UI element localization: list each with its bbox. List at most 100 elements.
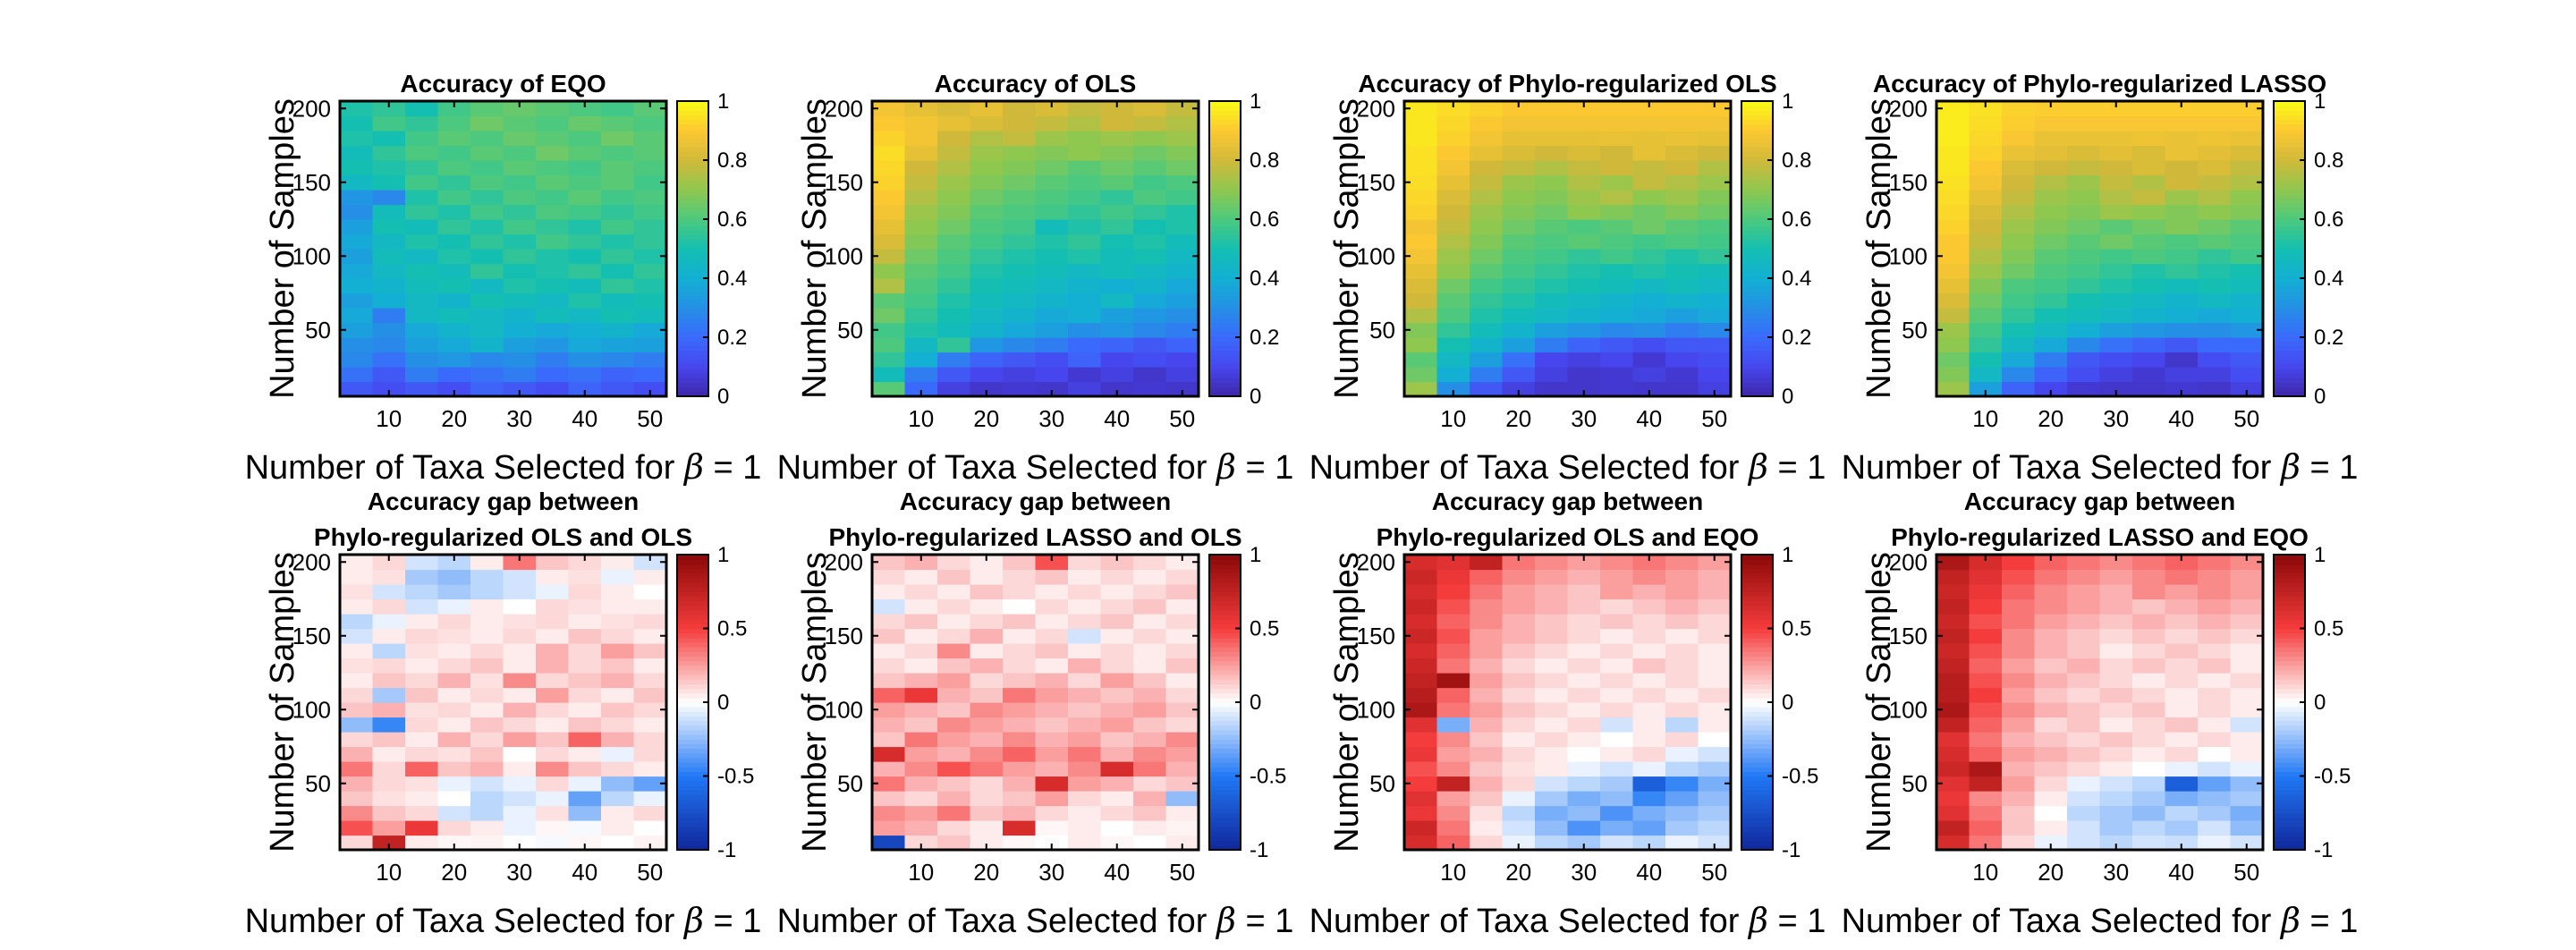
heatmap-cell xyxy=(2002,249,2036,265)
heatmap-cell xyxy=(1502,233,1536,250)
heatmap-cell xyxy=(2034,717,2068,733)
heatmap-cell xyxy=(568,174,602,191)
panel-title: Phylo-regularized LASSO and EQO xyxy=(1891,523,2309,551)
heatmap-cell xyxy=(904,204,938,220)
heatmap-cell xyxy=(2198,381,2232,397)
heatmap-cell xyxy=(1133,308,1167,324)
heatmap-cell xyxy=(340,115,374,131)
heatmap-cell xyxy=(1003,835,1037,851)
heatmap-cell xyxy=(1665,352,1699,368)
heatmap-cell xyxy=(536,820,570,836)
heatmap-cell xyxy=(437,308,471,324)
heatmap-cell xyxy=(937,219,971,235)
heatmap-cell xyxy=(1535,673,1569,689)
colorbar-segment xyxy=(677,734,708,740)
heatmap-cell xyxy=(1003,761,1037,777)
x-tick-label: 30 xyxy=(1571,859,1597,886)
heatmap-cell xyxy=(1133,702,1167,718)
heatmap-cell xyxy=(1502,657,1536,674)
heatmap-cell xyxy=(633,337,667,353)
heatmap-cell xyxy=(1535,687,1569,703)
heatmap-cell xyxy=(1567,717,1601,733)
heatmap-cell xyxy=(2198,673,2232,689)
heatmap-cell xyxy=(1165,761,1199,777)
y-tick-label: 150 xyxy=(1889,623,1928,649)
panel-title: Accuracy gap between xyxy=(900,488,1171,515)
colorbar-segment xyxy=(1209,303,1241,310)
heatmap-cell xyxy=(2002,204,2036,220)
heatmap-cell xyxy=(536,174,570,191)
colorbar-segment xyxy=(1741,702,1773,708)
heatmap-cell xyxy=(1133,352,1167,368)
heatmap-cell xyxy=(2067,190,2101,206)
colorbar-segment xyxy=(1741,665,1773,671)
colorbar-segment xyxy=(2274,812,2305,819)
heatmap-cell xyxy=(1969,367,2003,383)
heatmap-cell xyxy=(2067,381,2101,397)
colorbar-segment xyxy=(1209,281,1241,286)
colorbar-segment xyxy=(1209,359,1241,365)
colorbar-segment xyxy=(2274,808,2305,814)
heatmap-cell xyxy=(372,673,406,689)
x-axis-label-suffix: = 1 xyxy=(1768,903,1826,940)
heatmap-cell xyxy=(1665,776,1699,792)
colorbar-segment xyxy=(1209,651,1241,657)
heatmap-cell xyxy=(503,805,537,821)
colorbar-segment xyxy=(677,651,708,657)
heatmap-cell xyxy=(1665,174,1699,191)
colorbar-segment xyxy=(1741,688,1773,694)
heatmap-cell xyxy=(1068,820,1102,836)
heatmap-cell xyxy=(1100,190,1134,206)
heatmap-cell xyxy=(1600,381,1634,397)
colorbar-segment xyxy=(677,794,708,800)
x-tick-label: 50 xyxy=(1169,405,1195,432)
colorbar-segment xyxy=(1209,183,1241,190)
colorbar-segment xyxy=(1741,609,1773,615)
heatmap-cell xyxy=(633,746,667,762)
heatmap-cell xyxy=(2198,687,2232,703)
heatmap-cell xyxy=(1068,145,1102,161)
x-axis-label-suffix: = 1 xyxy=(704,903,761,940)
heatmap-cell xyxy=(2132,805,2166,821)
y-tick-label: 200 xyxy=(1889,95,1928,122)
heatmap-cell xyxy=(2099,160,2133,176)
heatmap-cell xyxy=(1133,835,1167,851)
heatmap-cell xyxy=(2099,791,2133,807)
heatmap-cell xyxy=(568,101,602,117)
colorbar-segment xyxy=(1209,363,1241,369)
colorbar-segment xyxy=(2274,198,2305,204)
heatmap-cell xyxy=(1600,732,1634,748)
heatmap-cell xyxy=(503,791,537,807)
heatmap-cell xyxy=(2034,732,2068,748)
heatmap-cell xyxy=(437,381,471,397)
heatmap-cell xyxy=(1068,322,1102,338)
heatmap-cell xyxy=(1535,835,1569,851)
heatmap-cell xyxy=(1600,293,1634,309)
colorbar-segment xyxy=(1209,822,1241,827)
heatmap-cell xyxy=(1404,628,1438,644)
colorbar-segment xyxy=(677,785,708,791)
heatmap-cell xyxy=(2230,308,2264,324)
heatmap-cell xyxy=(1698,322,1732,338)
colorbar-segment xyxy=(1741,271,1773,277)
colorbar-segment xyxy=(1741,225,1773,231)
heatmap-cell xyxy=(470,628,504,644)
heatmap-cell xyxy=(340,131,374,147)
heatmap-cell xyxy=(340,233,374,250)
heatmap-cell xyxy=(2198,702,2232,718)
colorbar-segment xyxy=(1209,198,1241,204)
heatmap-cell xyxy=(1567,233,1601,250)
heatmap-cell xyxy=(601,174,635,191)
heatmap-cell xyxy=(1470,263,1504,279)
heatmap-cell xyxy=(2034,761,2068,777)
colorbar-segment xyxy=(2274,762,2305,768)
colorbar-segment xyxy=(2274,253,2305,259)
heatmap-cell xyxy=(1502,732,1536,748)
heatmap-cell xyxy=(405,614,439,630)
heatmap-cell xyxy=(2132,249,2166,265)
heatmap-cell xyxy=(1632,115,1666,131)
heatmap-cell xyxy=(1068,555,1102,571)
colorbar-segment xyxy=(2274,831,2305,837)
heatmap-cell xyxy=(503,249,537,265)
heatmap-cell xyxy=(2165,687,2199,703)
